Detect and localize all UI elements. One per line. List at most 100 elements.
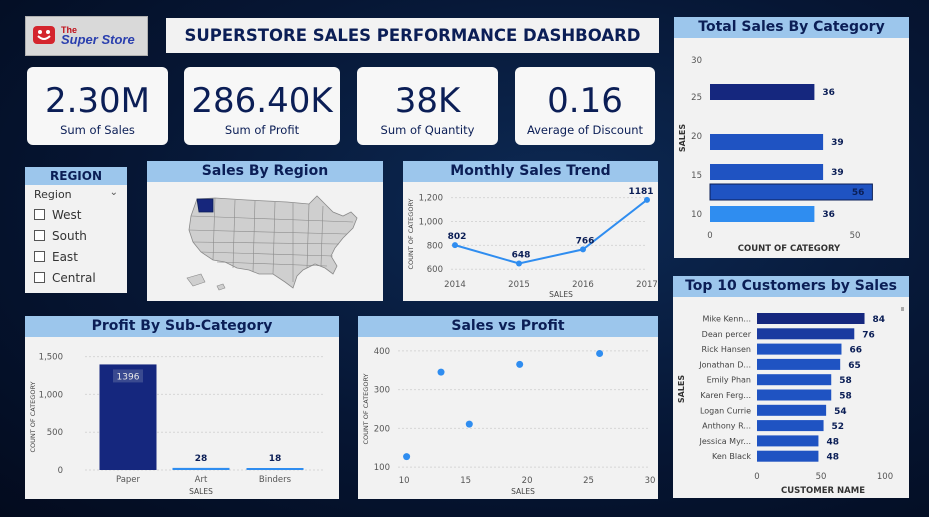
category-bar <box>710 134 824 150</box>
checkbox[interactable] <box>34 209 45 220</box>
data-point <box>644 196 650 203</box>
data-label: 36 <box>822 88 835 98</box>
logo-text: The Super Store <box>61 25 135 46</box>
checkbox[interactable] <box>34 230 45 241</box>
logo-line1: The <box>61 25 78 35</box>
customer-name-label: Logan Currie <box>700 406 751 415</box>
data-label: 1396 <box>117 372 140 382</box>
x-tick-label: 10 <box>399 476 410 486</box>
data-point <box>452 242 458 249</box>
sales-by-category-chart[interactable]: 30 25 20 15 10 36 39 39 56 36 0 50 COUNT OF CATEGORY… <box>674 38 909 258</box>
data-point <box>580 246 586 253</box>
data-label-bg <box>113 369 143 383</box>
data-label: 18 <box>269 454 282 464</box>
panel-title: Sales vs Profit <box>358 316 658 337</box>
customer-bar <box>757 313 865 324</box>
sales-by-category-panel: Total Sales By Category 30 25 20 15 10 36 39 39… <box>674 17 909 258</box>
customer-name-label: Jessica Myr... <box>698 437 751 446</box>
x-tick-label: 50 <box>816 472 827 482</box>
x-tick-label: 30 <box>645 476 656 486</box>
x-tick-label: 100 <box>877 472 893 482</box>
data-label: 39 <box>831 138 844 148</box>
subcategory-bar <box>172 467 230 470</box>
scrollbar-thumb <box>901 307 904 311</box>
data-label: 66 <box>849 346 862 356</box>
kpi-card-sales[interactable]: 2.30M Sum of Sales <box>27 67 168 145</box>
slicer-field-label: Region <box>34 188 72 201</box>
checkbox[interactable] <box>34 272 45 283</box>
scatter-point <box>465 420 473 428</box>
panel-title: Top 10 Customers by Sales <box>673 276 909 297</box>
data-label: 56 <box>852 188 865 198</box>
kpi-value: 2.30M <box>44 81 151 121</box>
kpi-card-profit[interactable]: 286.40K Sum of Profit <box>184 67 340 145</box>
kpi-value: 0.16 <box>547 81 623 121</box>
scatter-point <box>403 453 411 461</box>
x-tick-label: 2015 <box>508 280 530 290</box>
x-tick-label: 25 <box>583 476 594 486</box>
data-label: 28 <box>195 454 208 464</box>
y-axis-label: COUNT OF CATEGORY <box>362 373 370 444</box>
top-customers-chart[interactable]: 84 Mike Kenn... 76 Dean percer 66 Rick Hansen… <box>673 297 909 498</box>
x-tick-label: 2016 <box>572 280 594 290</box>
region-slicer: REGION Region ⌄ West South East Central <box>25 167 127 293</box>
chevron-down-icon[interactable]: ⌄ <box>109 187 118 198</box>
kpi-value: 286.40K <box>191 81 333 121</box>
x-axis-label: SALES <box>511 487 535 496</box>
checkbox[interactable] <box>34 251 45 262</box>
slicer-option-east[interactable]: East <box>25 246 127 267</box>
sales-trend-line <box>454 199 648 265</box>
data-point <box>516 260 522 267</box>
kpi-label: Sum of Quantity <box>380 123 475 137</box>
x-axis-label: CUSTOMER NAME <box>781 486 865 496</box>
subcategory-bar <box>246 468 304 470</box>
x-tick-label: Paper <box>116 475 141 485</box>
panel-title: Sales By Region <box>147 161 383 182</box>
scatter-point <box>596 350 604 358</box>
scatter-point <box>437 368 445 376</box>
panel-title: Monthly Sales Trend <box>403 161 658 182</box>
monthly-sales-chart[interactable]: 600 800 1,000 1,200 2014 2015 2016 2017 802 648 76… <box>403 182 658 301</box>
y-tick-label: 800 <box>427 241 443 251</box>
cart-smile-icon <box>33 26 55 44</box>
profit-by-subcategory-chart[interactable]: 0 500 1,000 1,500 1396 Paper 28 Art 18 Binders SAL… <box>25 337 339 499</box>
x-axis-label: SALES <box>549 290 573 299</box>
slicer-option-label: South <box>52 228 87 243</box>
y-tick-label: 500 <box>47 428 63 438</box>
kpi-card-quantity[interactable]: 38K Sum of Quantity <box>357 67 498 145</box>
slicer-dropdown[interactable]: Region ⌄ <box>25 185 127 204</box>
alaska-shape <box>186 273 206 287</box>
y-tick-label: 1,000 <box>419 217 443 227</box>
slicer-title: REGION <box>25 167 127 185</box>
customer-bar <box>757 389 832 401</box>
slicer-option-south[interactable]: South <box>25 225 127 246</box>
slicer-option-west[interactable]: West <box>25 204 127 225</box>
kpi-label: Sum of Profit <box>224 123 300 137</box>
data-label: 65 <box>848 361 861 371</box>
y-tick-label: 25 <box>691 93 702 103</box>
slicer-option-label: West <box>52 207 82 222</box>
data-label: 1181 <box>628 187 653 197</box>
y-tick-label: 100 <box>374 463 390 473</box>
washington-state-highlight[interactable] <box>196 198 214 213</box>
us-map[interactable] <box>147 182 383 301</box>
slicer-option-central[interactable]: Central <box>25 267 127 288</box>
sales-by-region-panel: Sales By Region <box>147 161 383 301</box>
x-tick-label: Art <box>195 475 208 485</box>
y-tick-label: 400 <box>374 347 390 357</box>
customer-name-label: Ken Black <box>712 452 751 461</box>
sales-vs-profit-chart[interactable]: 100 200 300 400 10 15 20 25 30 SALES COUNT OF CATE… <box>358 337 658 499</box>
kpi-label: Average of Discount <box>526 123 644 137</box>
data-label: 84 <box>873 315 886 325</box>
customer-bar <box>757 420 824 432</box>
data-label: 52 <box>832 422 845 432</box>
customer-name-label: Anthony R... <box>702 422 751 431</box>
data-label: 39 <box>831 168 844 178</box>
y-tick-label: 1,200 <box>419 194 443 204</box>
x-tick-label: 20 <box>522 476 533 486</box>
x-tick-label: 2017 <box>636 280 658 290</box>
customer-bar <box>757 435 819 447</box>
customer-name-label: Mike Kenn... <box>703 315 751 324</box>
kpi-card-discount[interactable]: 0.16 Average of Discount <box>515 67 655 145</box>
x-tick-label: 50 <box>850 231 861 241</box>
